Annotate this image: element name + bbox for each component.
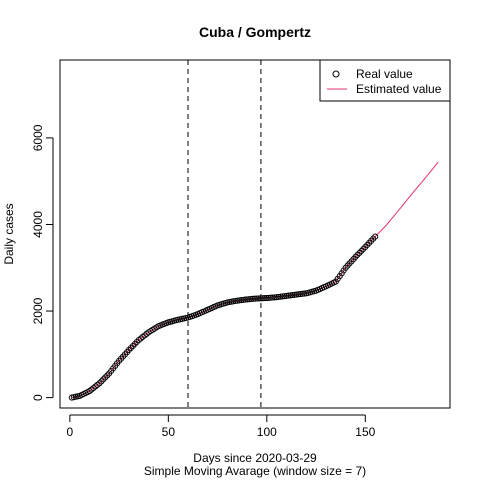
real-value-point [360, 245, 367, 253]
real-value-point [116, 357, 123, 364]
real-value-point [242, 296, 249, 303]
real-value-point [246, 296, 253, 303]
real-value-point [265, 294, 272, 301]
real-value-point [362, 243, 369, 251]
x-axis: 0 50 100 150 [67, 414, 376, 439]
y-axis-label: Daily cases [2, 203, 16, 264]
x-tick-label: 150 [355, 425, 375, 439]
x-axis-sublabel: Simple Moving Avarage (window size = 7) [144, 464, 366, 478]
real-value-point [285, 292, 292, 299]
real-value-point [143, 330, 150, 337]
chart-title: Cuba / Gompertz [199, 24, 311, 40]
real-value-point [248, 295, 255, 303]
legend: Real value Estimated value [319, 59, 451, 102]
real-value-series [68, 233, 379, 401]
real-value-point [100, 376, 107, 383]
real-value-point [263, 295, 270, 302]
legend-real-value-marker [332, 70, 340, 78]
real-value-point [137, 335, 144, 342]
real-value-point [279, 293, 286, 300]
real-value-point [354, 251, 361, 258]
x-axis-label: Days since 2020-03-29 [193, 451, 317, 465]
y-tick-label: 6000 [31, 124, 45, 151]
real-value-point [368, 237, 375, 244]
real-value-point [356, 249, 363, 257]
real-value-point [358, 247, 365, 255]
y-tick-label: 2000 [31, 297, 45, 324]
real-value-point [289, 292, 296, 299]
real-value-point [131, 340, 138, 348]
real-value-point [238, 297, 245, 304]
real-value-point [295, 291, 302, 298]
real-value-point [104, 372, 111, 379]
real-value-point [259, 295, 266, 302]
estimated-value-series [71, 161, 439, 399]
y-tick-label: 0 [31, 394, 45, 401]
real-value-point [92, 383, 99, 390]
legend-real-value-label: Real value [356, 67, 413, 81]
real-value-point [127, 344, 134, 352]
y-tick-label: 4000 [31, 211, 45, 238]
real-value-point [251, 295, 259, 302]
reference-lines [187, 60, 262, 408]
real-value-point [275, 293, 282, 300]
estimated-value-line [71, 161, 439, 399]
real-value-point [121, 351, 129, 358]
real-value-point [129, 342, 136, 350]
x-tick-label: 50 [162, 425, 176, 439]
real-value-point [257, 295, 264, 302]
real-value-point [271, 294, 278, 301]
x-tick-label: 100 [257, 425, 277, 439]
real-value-point [269, 294, 276, 301]
real-value-point [370, 235, 377, 242]
real-value-point [346, 260, 353, 267]
real-value-point [366, 239, 373, 246]
real-value-point [253, 295, 261, 302]
y-axis: 0 2000 4000 6000 [31, 124, 54, 401]
real-value-point [299, 290, 306, 297]
real-value-point [98, 378, 105, 385]
plot-frame [59, 59, 451, 409]
real-value-point [249, 295, 257, 302]
real-value-point [102, 374, 109, 381]
real-value-point [255, 295, 262, 302]
real-value-point [261, 295, 268, 302]
real-value-point [267, 294, 274, 301]
legend-estimated-value-label: Estimated value [356, 82, 442, 96]
real-value-point [96, 380, 103, 387]
real-value-point [133, 338, 140, 346]
legend-box [319, 59, 451, 102]
real-value-point [125, 346, 132, 354]
x-tick-label: 0 [67, 425, 74, 439]
real-value-point [352, 253, 359, 260]
real-value-point [372, 233, 379, 240]
real-value-point [244, 296, 251, 303]
